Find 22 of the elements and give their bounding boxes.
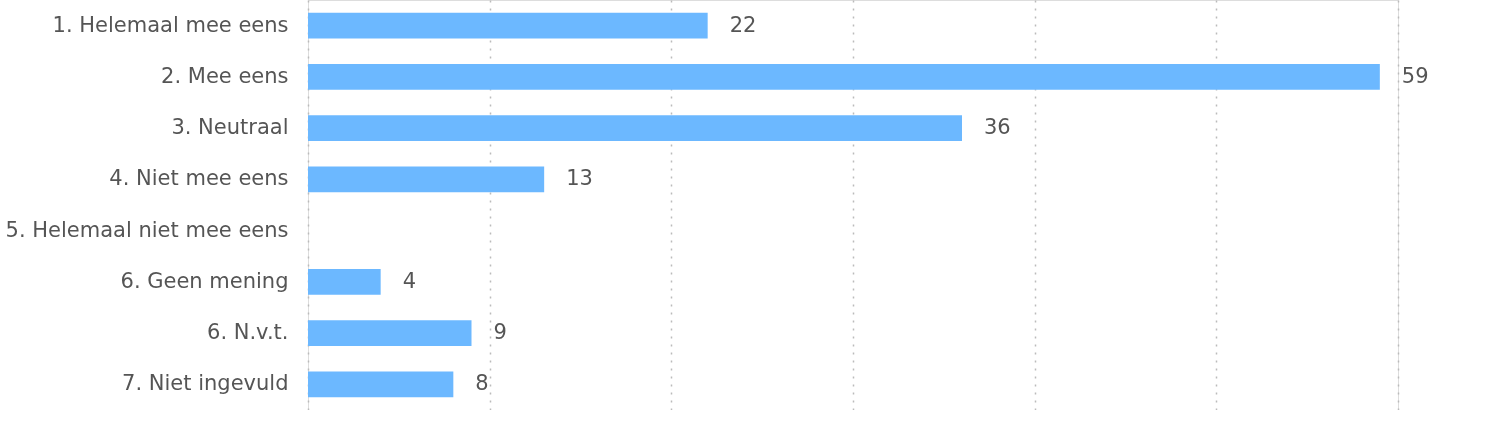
bar	[308, 115, 962, 141]
bar	[308, 166, 545, 193]
data-label: 36	[984, 115, 1011, 140]
bar	[308, 12, 708, 39]
y-tick-label: 2. Mee eens	[161, 63, 289, 88]
data-label: 59	[1401, 63, 1429, 88]
bar	[308, 320, 472, 346]
data-label: 22	[729, 12, 757, 37]
y-tick-label: 5. Helemaal niet mee eens	[5, 217, 289, 242]
y-tick-label: 7. Niet ingevuld	[122, 371, 289, 396]
data-label: 13	[566, 166, 593, 191]
data-label: 8	[475, 371, 489, 396]
y-tick-label: 1. Helemaal mee eens	[52, 12, 289, 37]
y-tick-label: 3. Neutraal	[171, 115, 289, 140]
data-label: 4	[402, 268, 417, 293]
data-label: 9	[493, 320, 507, 345]
y-tick-label: 6. Geen mening	[120, 268, 289, 293]
bar	[308, 64, 1380, 90]
bar	[308, 371, 454, 398]
y-tick-label: 6. N.v.t.	[207, 320, 289, 345]
bar	[308, 269, 381, 295]
y-tick-label: 4. Niet mee eens	[109, 166, 289, 191]
